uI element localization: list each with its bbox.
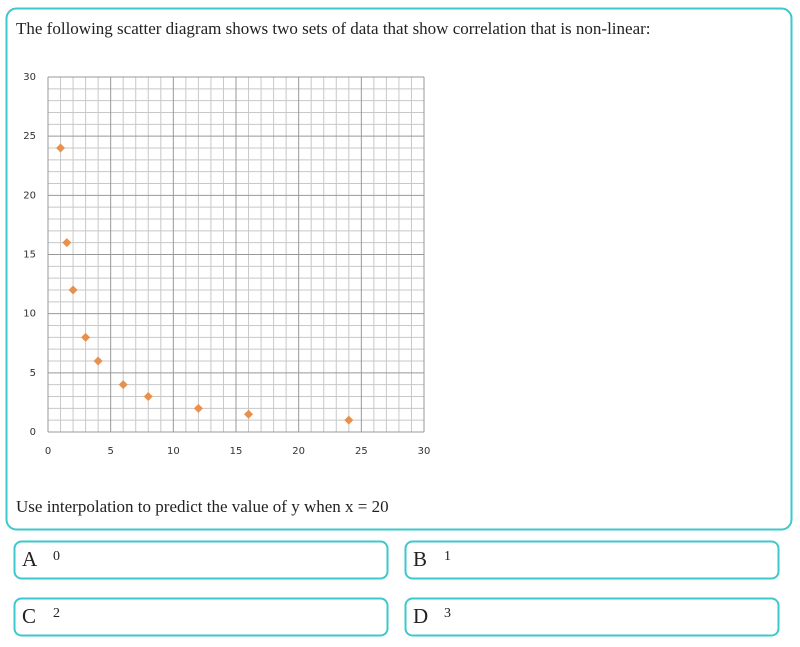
option-letter: C (22, 604, 36, 628)
option-letter: D (413, 604, 428, 628)
option-button[interactable] (13, 540, 389, 580)
option-value: 2 (53, 606, 60, 621)
question-instruction: Use interpolation to predict the value o… (16, 497, 389, 516)
option-button[interactable] (404, 597, 780, 637)
y-tick-label: 5 (30, 368, 36, 379)
option-button[interactable] (13, 597, 389, 637)
question-prompt: The following scatter diagram shows two … (16, 19, 651, 38)
option-value: 1 (444, 549, 451, 564)
options: A 0 B 1 C 2 D 3 (13, 540, 780, 637)
x-tick-label: 25 (355, 446, 368, 457)
x-tick-label: 15 (230, 446, 243, 457)
point (56, 143, 66, 153)
x-tick-label: 20 (292, 446, 305, 457)
option-value: 0 (53, 549, 60, 564)
y-tick-label: 10 (23, 309, 36, 320)
point (93, 356, 103, 366)
y-tick-label: 20 (23, 190, 36, 201)
y-tick-label: 15 (23, 250, 36, 261)
option-letter: B (413, 547, 427, 571)
point (62, 238, 72, 248)
x-tick-label: 0 (45, 446, 51, 457)
x-tick-label: 5 (107, 446, 113, 457)
option-letter: A (22, 547, 38, 571)
x-tick-label: 30 (418, 446, 431, 457)
point (81, 332, 91, 342)
scatter-chart: 0 5 10 15 20 25 30 0 5 10 15 20 25 30 (23, 72, 430, 457)
point (193, 403, 203, 413)
y-tick-label: 25 (23, 131, 36, 142)
y-tick-label: 0 (30, 427, 36, 438)
point (118, 380, 128, 390)
point (68, 285, 78, 295)
point (143, 392, 153, 401)
point (244, 409, 254, 419)
option-value: 3 (444, 606, 451, 621)
x-tick-label: 10 (167, 446, 180, 457)
option-button[interactable] (404, 540, 780, 580)
point (344, 415, 354, 425)
y-tick-label: 30 (23, 72, 36, 83)
